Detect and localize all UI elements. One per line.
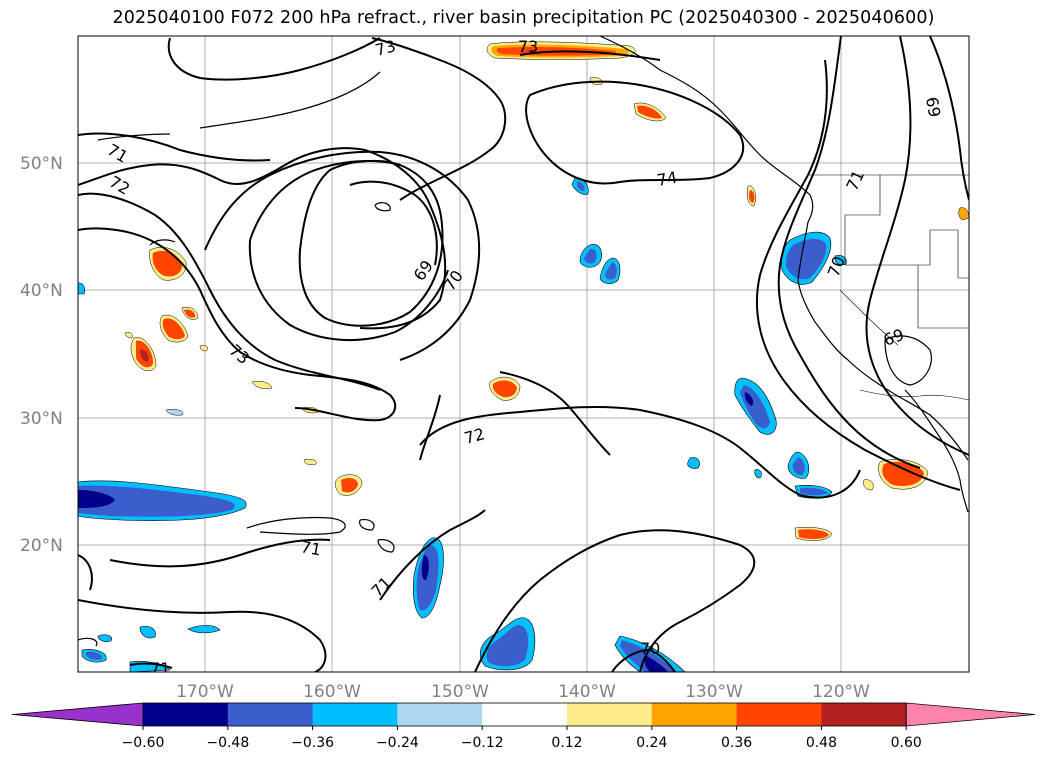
lon-label: 170°W xyxy=(176,682,234,702)
colorbar-segment xyxy=(397,703,483,726)
lat-label: 50°N xyxy=(20,154,63,174)
contour-label: 72 xyxy=(462,424,487,448)
colorbar-tick-label: −0.48 xyxy=(206,735,249,751)
contour-label: 69 xyxy=(922,95,944,118)
colorbar-segment xyxy=(227,703,314,726)
colorbar-extend-min xyxy=(11,702,144,727)
lat-label: 40°N xyxy=(20,281,63,301)
colorbar-ticks: −0.60 −0.48 −0.36 −0.24 −0.12 0.12 0.24 0.36 0.4… xyxy=(122,726,922,751)
colorbar xyxy=(11,702,1036,727)
lat-label: 20°N xyxy=(20,536,63,556)
colorbar-tick-label: −0.36 xyxy=(291,735,334,751)
lon-label: 130°W xyxy=(685,682,743,702)
refractivity-contours xyxy=(78,36,969,672)
borders xyxy=(808,174,969,401)
colorbar-extend-max xyxy=(905,702,1036,727)
colorbar-tick-label: −0.60 xyxy=(122,735,165,751)
colorbar-segment xyxy=(482,703,568,726)
colorbar-segment xyxy=(143,703,229,726)
colorbar-tick-label: −0.12 xyxy=(461,735,504,751)
contour-label: 70 xyxy=(640,639,660,658)
colorbar-tick-label: 0.48 xyxy=(806,735,837,751)
negative-precip-areas xyxy=(78,177,847,672)
contour-label: 73 xyxy=(518,37,538,56)
colorbar-tick-label: −0.24 xyxy=(376,735,419,751)
colorbar-tick-label: 0.24 xyxy=(636,735,667,751)
contour-label: 71 xyxy=(299,537,322,559)
colorbar-segment xyxy=(651,703,738,726)
contour-label: 74 xyxy=(655,168,678,190)
colorbar-segment xyxy=(312,703,398,726)
colorbar-tick-label: 0.60 xyxy=(891,735,922,751)
contour-label: 71 xyxy=(150,659,170,678)
colorbar-segment xyxy=(821,703,907,726)
colorbar-frame xyxy=(142,702,907,727)
lon-label: 120°W xyxy=(812,682,870,702)
colorbar-tick-label: 0.36 xyxy=(721,735,752,751)
lon-label: 160°W xyxy=(303,682,361,702)
colorbar-segment xyxy=(567,703,653,726)
coastlines xyxy=(78,36,969,647)
latitude-labels: 50°N 40°N 30°N 20°N xyxy=(20,154,63,556)
contour-label: 73 xyxy=(373,36,398,60)
map-area: 73 73 69 71 72 74 71 69 70 73 70 69 72 7… xyxy=(78,36,969,678)
chart-title: 2025040100 F072 200 hPa refract., river … xyxy=(112,8,935,28)
map-frame xyxy=(77,35,970,673)
lat-label: 30°N xyxy=(20,409,63,429)
colorbar-segment xyxy=(736,703,822,726)
longitude-labels: 170°W 160°W 150°W 140°W 130°W 120°W xyxy=(176,682,870,702)
lon-label: 150°W xyxy=(431,682,489,702)
lon-label: 140°W xyxy=(558,682,616,702)
colorbar-tick-label: 0.12 xyxy=(551,735,582,751)
